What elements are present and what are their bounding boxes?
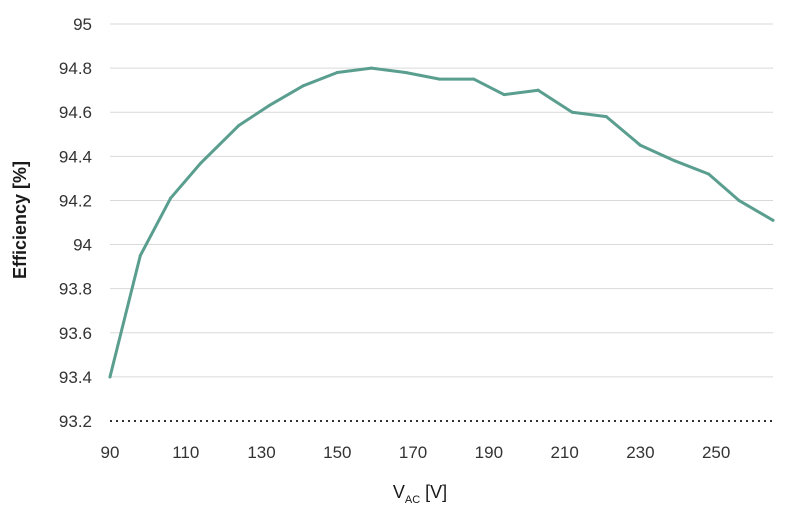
y-tick-label: 94.2 xyxy=(59,191,92,210)
data-point xyxy=(604,115,608,119)
series-layer xyxy=(108,66,775,379)
y-tick-label: 95 xyxy=(73,15,92,34)
data-point xyxy=(536,88,540,92)
data-point xyxy=(138,254,142,258)
data-point xyxy=(638,143,642,147)
data-point xyxy=(335,71,339,75)
efficiency-series-line xyxy=(108,66,775,379)
gridlines xyxy=(110,23,773,422)
data-point xyxy=(672,159,676,163)
y-tick-label: 93.6 xyxy=(59,324,92,343)
y-tick-labels: 93.2 93.4 93.6 93.8 94 94.2 94.4 94.6 94.8 95 xyxy=(59,15,92,431)
x-axis-label-main: V xyxy=(393,482,405,502)
y-tick-label: 94.6 xyxy=(59,103,92,122)
y-tick-label: 94 xyxy=(73,236,92,255)
y-axis-label: Efficiency [%] xyxy=(10,161,30,279)
data-point xyxy=(502,93,506,97)
x-axis-label-sub: AC xyxy=(405,494,420,506)
x-axis-label-unit: [V] xyxy=(420,482,447,502)
y-tick-label: 93.2 xyxy=(59,412,92,431)
data-point xyxy=(771,218,775,222)
x-tick-label: 90 xyxy=(101,443,120,462)
x-tick-label: 190 xyxy=(475,443,503,462)
data-point xyxy=(169,196,173,200)
x-tick-label: 170 xyxy=(399,443,427,462)
data-point xyxy=(707,172,711,176)
data-point xyxy=(404,71,408,75)
x-tick-labels: 90 110 130 150 170 190 210 230 250 xyxy=(101,443,731,462)
data-point xyxy=(438,77,442,81)
y-tick-label: 93.8 xyxy=(59,280,92,299)
data-point xyxy=(237,123,241,127)
x-tick-label: 210 xyxy=(550,443,578,462)
data-point xyxy=(108,375,112,379)
data-point xyxy=(369,66,373,70)
x-axis-label: VAC [V] xyxy=(393,482,447,506)
y-tick-label: 94.4 xyxy=(59,147,92,166)
y-tick-label: 93.4 xyxy=(59,368,92,387)
x-tick-label: 110 xyxy=(172,443,199,462)
x-tick-label: 130 xyxy=(247,443,275,462)
data-point xyxy=(570,110,574,114)
data-point xyxy=(267,104,271,108)
data-point xyxy=(199,161,203,165)
x-tick-label: 250 xyxy=(702,443,730,462)
data-point xyxy=(737,198,741,202)
x-tick-label: 230 xyxy=(626,443,654,462)
data-point xyxy=(472,77,476,81)
x-tick-label: 150 xyxy=(323,443,351,462)
y-tick-label: 94.8 xyxy=(59,59,92,78)
data-point xyxy=(301,84,305,88)
